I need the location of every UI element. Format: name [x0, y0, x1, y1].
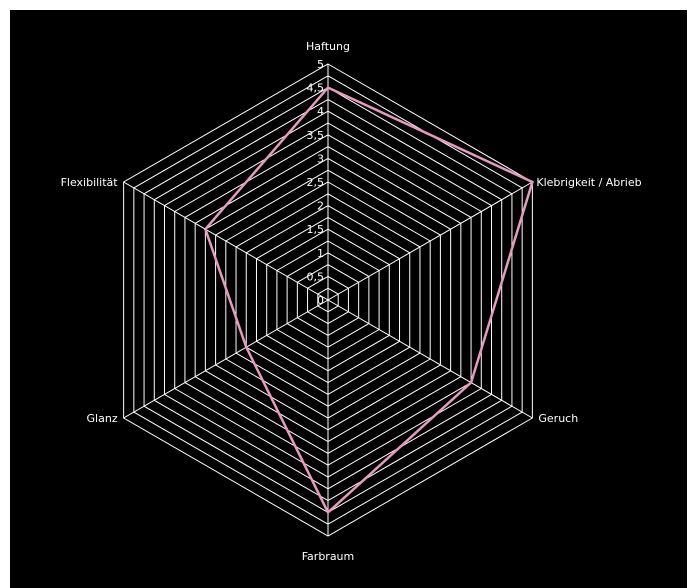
- tick-label: 4,5: [307, 82, 325, 95]
- axis-spoke: [123, 299, 329, 419]
- series-point: [469, 381, 473, 384]
- axis-spoke: [327, 299, 533, 419]
- axis-label-layer: Haftung Klebrigkeit / Abrieb Geruch Farbrau…: [61, 40, 642, 563]
- radar-chart: 0 0,5 1 1,5 2 2,5 3 3,5 4 4,5 5 Haftung Klebrigkeit…: [61, 40, 642, 563]
- tick-label: 2,5: [307, 176, 325, 189]
- series-point: [326, 511, 330, 514]
- axis-spoke: [123, 181, 329, 301]
- tick-label: 1: [317, 247, 324, 260]
- chart-frame: 0 0,5 1 1,5 2 2,5 3 3,5 4 4,5 5 Haftung Klebrigkeit…: [10, 10, 687, 588]
- axis-label: Klebrigkeit / Abrieb: [536, 176, 641, 189]
- tick-label: 0,5: [307, 270, 325, 283]
- tick-label-layer: 0 0,5 1 1,5 2 2,5 3 3,5 4 4,5 5: [307, 58, 325, 307]
- spoke-layer: [123, 64, 533, 536]
- series-point: [245, 346, 248, 349]
- tick-label: 5: [317, 58, 324, 71]
- axis-label: Geruch: [538, 412, 578, 425]
- tick-label: 2: [317, 200, 324, 213]
- axis-label: Glanz: [87, 412, 118, 425]
- axis-label: Flexibilität: [61, 176, 119, 189]
- series-point: [204, 228, 207, 231]
- tick-label: 4: [317, 105, 324, 118]
- axis-spoke: [327, 181, 533, 301]
- tick-label: 1,5: [307, 223, 325, 236]
- series-layer: [203, 86, 534, 515]
- axis-label: Haftung: [306, 40, 350, 53]
- tick-label: 3,5: [307, 129, 325, 142]
- axis-label: Farbraum: [302, 550, 355, 563]
- tick-label: 3: [317, 152, 324, 165]
- tick-label: 0: [317, 294, 324, 307]
- series-point: [531, 180, 534, 184]
- series-point: [326, 86, 330, 89]
